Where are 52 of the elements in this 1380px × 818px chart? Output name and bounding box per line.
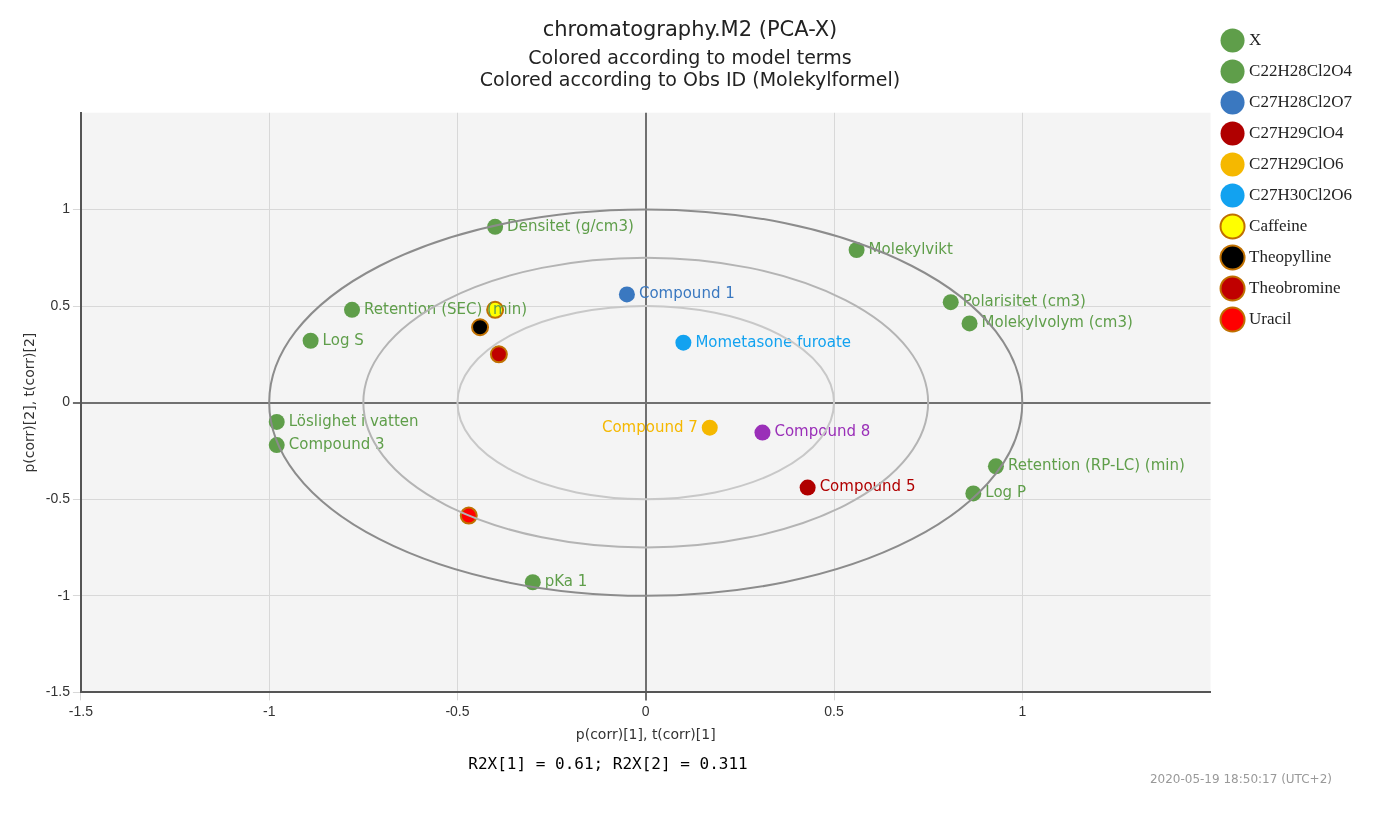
- text: R2X[1] = 0.61; R2X[2] = 0.311: [467, 754, 749, 773]
- data-label: Molekylvikt: [868, 239, 954, 258]
- point: [799, 479, 816, 496]
- legend-label: C27H30Cl2O6: [1249, 184, 1353, 204]
- point: [942, 294, 959, 311]
- point: [701, 419, 718, 436]
- data-label: Mometasone furoate: [695, 332, 852, 351]
- data-label: Log P: [985, 483, 1026, 502]
- y-tick-label: -1.5: [45, 683, 71, 700]
- y-tick-label: 0.5: [50, 296, 71, 313]
- point: [618, 286, 635, 303]
- text: Colored according to Obs ID (Molekylformel): [479, 68, 901, 91]
- data-label: Densitet (g/cm3): [507, 216, 634, 235]
- data-label: Compound 8: [774, 422, 871, 441]
- legend-label: C27H29ClO4: [1249, 122, 1344, 142]
- y-tick-label: 1: [62, 200, 71, 217]
- point: [848, 241, 865, 258]
- x-tick-label: -1: [262, 702, 276, 719]
- x-axis-title: p(corr)[1], t(corr)[1]: [575, 726, 716, 743]
- legend-label: Theobromine: [1249, 277, 1341, 297]
- point: [302, 332, 319, 349]
- y-axis-title: p(corr)[2], t(corr)[2]: [21, 332, 38, 473]
- y-tick-label: 0: [62, 393, 71, 410]
- legend-label: Theopylline: [1249, 246, 1332, 266]
- text: Colored according to model terms: [528, 45, 852, 68]
- point: [961, 315, 978, 332]
- legend-label: C27H29ClO6: [1249, 153, 1344, 173]
- point: [471, 318, 490, 337]
- x-tick-label: -0.5: [445, 702, 470, 719]
- text: 2020-05-19 18:50:17 (UTC+2): [1149, 772, 1332, 786]
- legend-label: Uracil: [1249, 308, 1292, 328]
- y-tick-label: -0.5: [45, 490, 71, 507]
- data-label: pKa 1: [544, 572, 588, 591]
- x-tick-label: 0.5: [824, 702, 844, 719]
- point: [675, 334, 692, 351]
- data-label: Log S: [322, 330, 364, 349]
- x-tick-label: 0: [641, 702, 650, 719]
- x-tick-label: 1: [1018, 702, 1027, 719]
- point: [344, 301, 361, 318]
- point: [489, 345, 508, 364]
- data-label: Compound 5: [819, 477, 916, 496]
- data-label: Löslighet i vatten: [288, 411, 419, 430]
- chart-title: chromatography.M2 (PCA-X): [542, 17, 838, 42]
- point: [754, 424, 771, 441]
- legend-label: Caffeine: [1249, 215, 1308, 235]
- data-label: Compound 7: [601, 417, 698, 436]
- y-tick-label: -1: [57, 586, 71, 603]
- data-label: Polarisitet (cm3): [962, 292, 1086, 311]
- legend-label: C22H28Cl2O4: [1249, 60, 1353, 80]
- legend-label: X: [1249, 29, 1262, 49]
- legend-label: C27H28Cl2O7: [1249, 91, 1353, 111]
- data-label: Retention (RP-LC) (min): [1007, 456, 1185, 475]
